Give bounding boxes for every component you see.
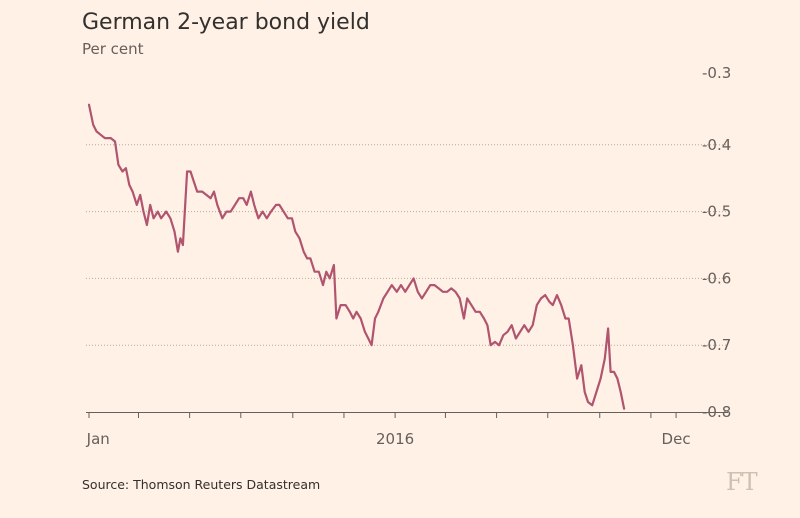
- x-tick-label: Jan: [86, 430, 110, 448]
- source-note: Source: Thomson Reuters Datastream: [82, 477, 321, 492]
- y-tick-label: -0.6: [702, 269, 731, 287]
- x-tick-label: Dec: [662, 430, 691, 448]
- ft-logo: FT: [726, 468, 758, 496]
- y-tick-label: -0.7: [702, 336, 731, 354]
- series-line: [87, 103, 626, 410]
- chart-subtitle: Per cent: [82, 40, 144, 58]
- y-tick-label: -0.4: [702, 136, 731, 154]
- y-tick-label: -0.3: [702, 64, 731, 82]
- x-tick-label: 2016: [376, 430, 414, 448]
- chart-title: German 2-year bond yield: [82, 10, 370, 35]
- y-tick-label: -0.5: [702, 203, 731, 221]
